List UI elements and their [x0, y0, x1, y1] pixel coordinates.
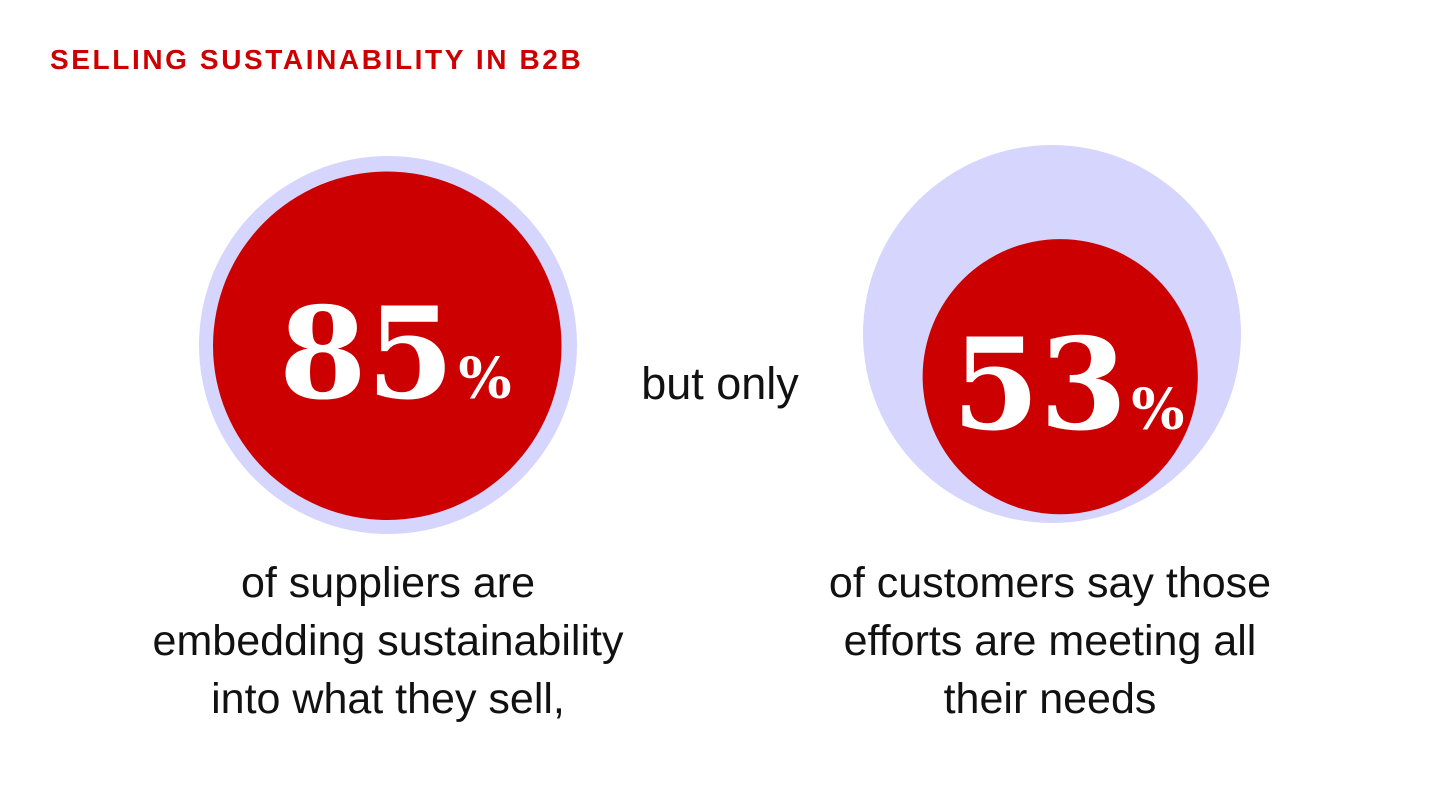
value-number-customers: 53 [952, 311, 1127, 459]
caption-line: efforts are meeting all [843, 617, 1257, 665]
caption-suppliers: of suppliers are embedding sustainabilit… [88, 554, 688, 728]
caption-line: their needs [943, 675, 1157, 723]
caption-line: of suppliers are [241, 559, 535, 607]
value-unit-suppliers: % [458, 346, 511, 412]
value-unit-customers: % [1131, 377, 1184, 443]
value-number-suppliers: 85 [279, 280, 454, 428]
caption-line: of customers say those [828, 559, 1272, 607]
caption-line: embedding sustainability [152, 617, 624, 665]
value-circle-suppliers [213, 171, 562, 520]
value-label-suppliers: 85% [279, 280, 512, 428]
bubble-group-customers: 53% [863, 145, 1241, 523]
caption-customers: of customers say those efforts are meeti… [750, 554, 1350, 728]
value-label-customers: 53% [952, 311, 1185, 459]
bubble-group-suppliers: 85% [199, 156, 577, 534]
caption-line: into what they sell, [211, 675, 565, 723]
page-title: SELLING SUSTAINABILITY IN B2B [50, 44, 584, 75]
connector-text: but only [641, 358, 799, 409]
value-circle-customers [922, 239, 1198, 515]
